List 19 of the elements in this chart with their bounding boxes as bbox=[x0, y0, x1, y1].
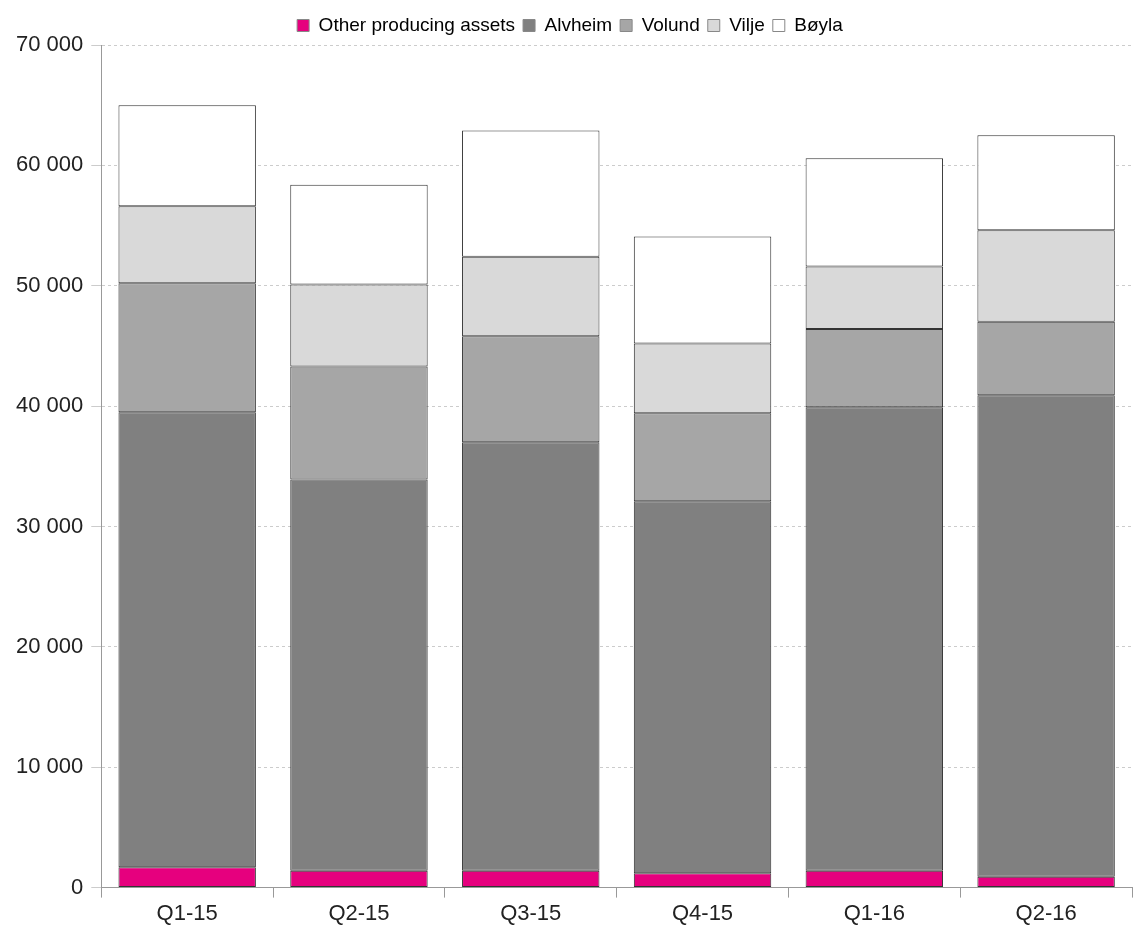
x-tick-label: Q1-16 bbox=[843, 899, 905, 925]
y-tick-label: 10 000 bbox=[15, 753, 84, 779]
x-tick-label: Q3-15 bbox=[500, 899, 562, 925]
y-tick-label: 60 000 bbox=[15, 151, 84, 177]
y-tick-label: 70 000 bbox=[15, 31, 84, 57]
legend-label: Other producing assets bbox=[318, 13, 516, 35]
legend-label: Bøyla bbox=[794, 13, 844, 35]
y-tick-label: 0 bbox=[71, 873, 84, 899]
y-tick-label: 20 000 bbox=[15, 632, 84, 658]
x-tick-label: Q2-15 bbox=[328, 899, 390, 925]
x-tick-label: Q1-15 bbox=[156, 899, 218, 925]
legend-label: Alvheim bbox=[544, 13, 613, 35]
x-tick-label: Q2-16 bbox=[1015, 899, 1077, 925]
legend-label: Vilje bbox=[729, 13, 765, 35]
y-tick-label: 40 000 bbox=[15, 392, 84, 418]
y-tick-label: 30 000 bbox=[15, 512, 84, 538]
x-tick-label: Q4-15 bbox=[671, 899, 734, 925]
y-tick-label: 50 000 bbox=[15, 271, 84, 297]
legend-label: Volund bbox=[641, 13, 700, 35]
